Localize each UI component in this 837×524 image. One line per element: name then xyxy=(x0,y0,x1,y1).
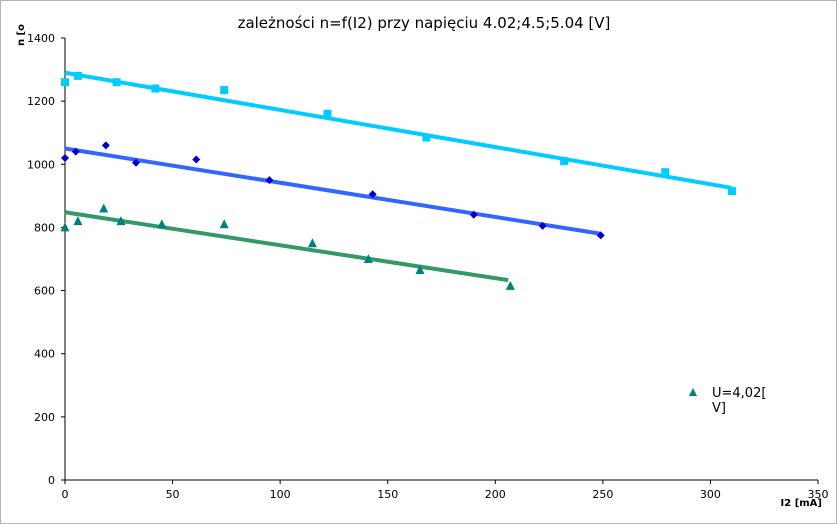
data-point-triangle xyxy=(73,216,83,226)
axes: 0 200 400 600 800 1000 1200 1400 0 50 100 150 200 250… xyxy=(27,32,829,501)
data-point-diamond xyxy=(538,221,547,230)
data-point-triangle xyxy=(415,265,425,275)
x-tick-label: 300 xyxy=(700,488,721,501)
data-point-diamond xyxy=(368,190,377,199)
trend-lines xyxy=(64,70,733,283)
data-point-triangle xyxy=(157,219,167,229)
data-point-triangle xyxy=(99,203,109,213)
data-point-square xyxy=(661,168,670,177)
data-point-diamond xyxy=(265,176,274,185)
data-point-triangle xyxy=(307,238,317,248)
data-point-square xyxy=(727,187,736,196)
data-point-square xyxy=(220,86,229,95)
y-tick-label: 1200 xyxy=(27,95,55,108)
y-tick-label: 400 xyxy=(34,348,55,361)
data-point-diamond xyxy=(596,231,605,240)
data-point-triangle xyxy=(219,219,229,229)
data-point-square xyxy=(61,78,69,87)
data-point-triangle xyxy=(505,280,515,290)
data-point-diamond xyxy=(71,147,80,156)
y-tick-label: 0 xyxy=(48,474,55,487)
x-tick-label: 350 xyxy=(808,488,829,501)
trend-line xyxy=(64,210,509,283)
trend-line xyxy=(64,70,733,190)
x-tick-label: 150 xyxy=(377,488,398,501)
trend-line xyxy=(64,146,602,236)
data-point-square xyxy=(151,84,160,93)
y-tick-label: 600 xyxy=(34,285,55,298)
data-point-diamond xyxy=(131,158,140,167)
data-point-square xyxy=(73,71,82,80)
legend-label-line1: U=4,02[ xyxy=(712,386,766,401)
data-point-square xyxy=(112,78,121,87)
x-tick-label: 200 xyxy=(485,488,506,501)
x-axis-label: I2 [mA] xyxy=(781,498,822,509)
data-point-diamond xyxy=(192,155,201,164)
y-tick-label: 200 xyxy=(34,411,55,424)
x-tick-label: 250 xyxy=(592,488,613,501)
data-point-triangle xyxy=(116,216,126,226)
legend-label-line2: V] xyxy=(712,401,726,416)
data-point-diamond xyxy=(61,153,69,162)
data-point-triangle xyxy=(60,222,70,232)
y-tick-label: 1000 xyxy=(27,158,55,171)
data-points xyxy=(60,71,736,290)
y-axis-label: n [o xyxy=(16,24,27,46)
data-point-diamond xyxy=(469,210,478,219)
data-point-diamond xyxy=(101,141,110,150)
y-tick-label: 1400 xyxy=(27,32,55,45)
data-point-square xyxy=(422,133,431,142)
chart-title: zależności n=f(I2) przy napięciu 4.02;4.… xyxy=(238,14,611,32)
x-tick-label: 50 xyxy=(166,488,180,501)
x-tick-label: 100 xyxy=(270,488,291,501)
x-tick-label: 0 xyxy=(62,488,69,501)
y-tick-label: 800 xyxy=(34,221,55,234)
data-point-square xyxy=(560,157,569,166)
legend-marker-triangle xyxy=(689,388,697,396)
data-point-square xyxy=(323,109,332,118)
data-point-triangle xyxy=(363,254,373,263)
legend: U=4,02[ V] xyxy=(689,386,766,416)
